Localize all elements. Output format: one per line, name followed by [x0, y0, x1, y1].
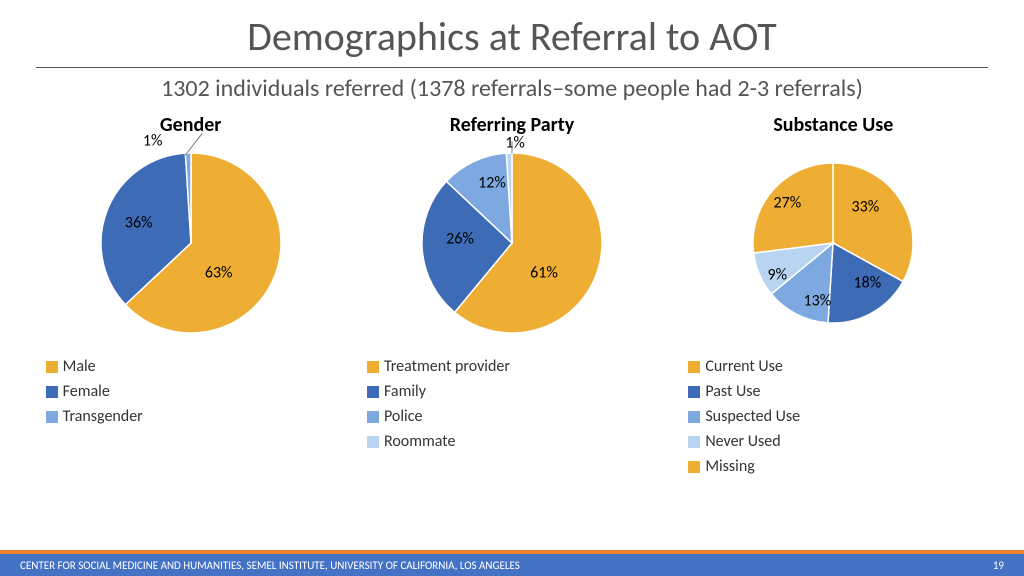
- legend-swatch: [367, 361, 379, 373]
- slice-label: 27%: [773, 194, 801, 213]
- title-rule: [36, 67, 988, 68]
- legend: Treatment provider Family Police Roommate: [357, 357, 667, 457]
- page-subtitle: 1302 individuals referred (1378 referral…: [0, 74, 1024, 103]
- legend-label: Treatment provider: [384, 357, 510, 376]
- slice-label: 36%: [125, 214, 153, 233]
- legend-label: Missing: [705, 457, 754, 476]
- slice-label: 1%: [505, 134, 525, 153]
- chart-title: Gender: [160, 113, 221, 137]
- legend-swatch: [46, 411, 58, 423]
- legend: Current Use Past Use Suspected Use Never Us…: [678, 357, 988, 482]
- legend-label: Suspected Use: [705, 407, 800, 426]
- pie-chart: 63%36%1%: [91, 143, 291, 343]
- legend-swatch: [688, 411, 700, 423]
- legend-swatch: [688, 461, 700, 473]
- legend-item: Female: [46, 382, 322, 401]
- slice-label: 61%: [530, 264, 558, 283]
- footer-bar: CENTER FOR SOCIAL MEDICINE AND HUMANITIE…: [0, 550, 1024, 576]
- legend-swatch: [688, 361, 700, 373]
- legend-item: Current Use: [688, 357, 833, 376]
- legend-label: Transgender: [63, 407, 143, 426]
- legend-label: Family: [384, 382, 426, 401]
- pie-chart: 33% 18% 13% 9% 27%: [733, 143, 933, 343]
- legend-item: Past Use: [688, 382, 833, 401]
- legend-swatch: [367, 411, 379, 423]
- legend-item: Police: [367, 407, 512, 426]
- legend-label: Never Used: [705, 432, 780, 451]
- chart-title: Substance Use: [773, 113, 893, 137]
- legend-item: Male: [46, 357, 322, 376]
- legend-item: Family: [367, 382, 512, 401]
- chart-column: Referring Party61%26%12%1%Treatment prov…: [357, 113, 667, 482]
- legend-item: Suspected Use: [688, 407, 833, 426]
- legend-label: Roommate: [384, 432, 455, 451]
- legend-item: Missing: [688, 457, 833, 476]
- legend-item: Treatment provider: [367, 357, 512, 376]
- legend-label: Past Use: [705, 382, 760, 401]
- legend-swatch: [688, 436, 700, 448]
- legend-swatch: [46, 361, 58, 373]
- slice-label: 63%: [205, 264, 233, 283]
- page-number: 19: [993, 559, 1004, 572]
- slice-label: 33%: [851, 198, 879, 217]
- legend-label: Male: [63, 357, 96, 376]
- legend-swatch: [688, 386, 700, 398]
- slice-label: 26%: [446, 230, 474, 249]
- chart-column: Substance Use 33% 18% 13% 9% 27% Current Use Pa…: [678, 113, 988, 482]
- legend-item: Roommate: [367, 432, 512, 451]
- legend-item: Transgender: [46, 407, 322, 426]
- chart-column: Gender 63% 36% 1% Male Female Transgender: [36, 113, 346, 482]
- page-title: Demographics at Referral to AOT: [0, 0, 1024, 61]
- legend: Male Female Transgender: [36, 357, 346, 432]
- slice-label: 13%: [803, 292, 831, 311]
- legend-label: Police: [384, 407, 422, 426]
- legend-swatch: [367, 386, 379, 398]
- slice-label: 12%: [478, 174, 506, 193]
- legend-swatch: [46, 386, 58, 398]
- legend-item: Never Used: [688, 432, 833, 451]
- charts-row: Gender63%36%1%MaleFemaleTransgenderRefer…: [0, 103, 1024, 482]
- legend-label: Female: [63, 382, 110, 401]
- slice-label: 1%: [143, 132, 163, 151]
- slice-label: 9%: [768, 266, 788, 285]
- legend-swatch: [367, 436, 379, 448]
- legend-label: Current Use: [705, 357, 783, 376]
- pie-chart: 61%26%12%1%: [412, 143, 612, 343]
- slice-label: 18%: [853, 274, 881, 293]
- footer-text: CENTER FOR SOCIAL MEDICINE AND HUMANITIE…: [20, 559, 520, 572]
